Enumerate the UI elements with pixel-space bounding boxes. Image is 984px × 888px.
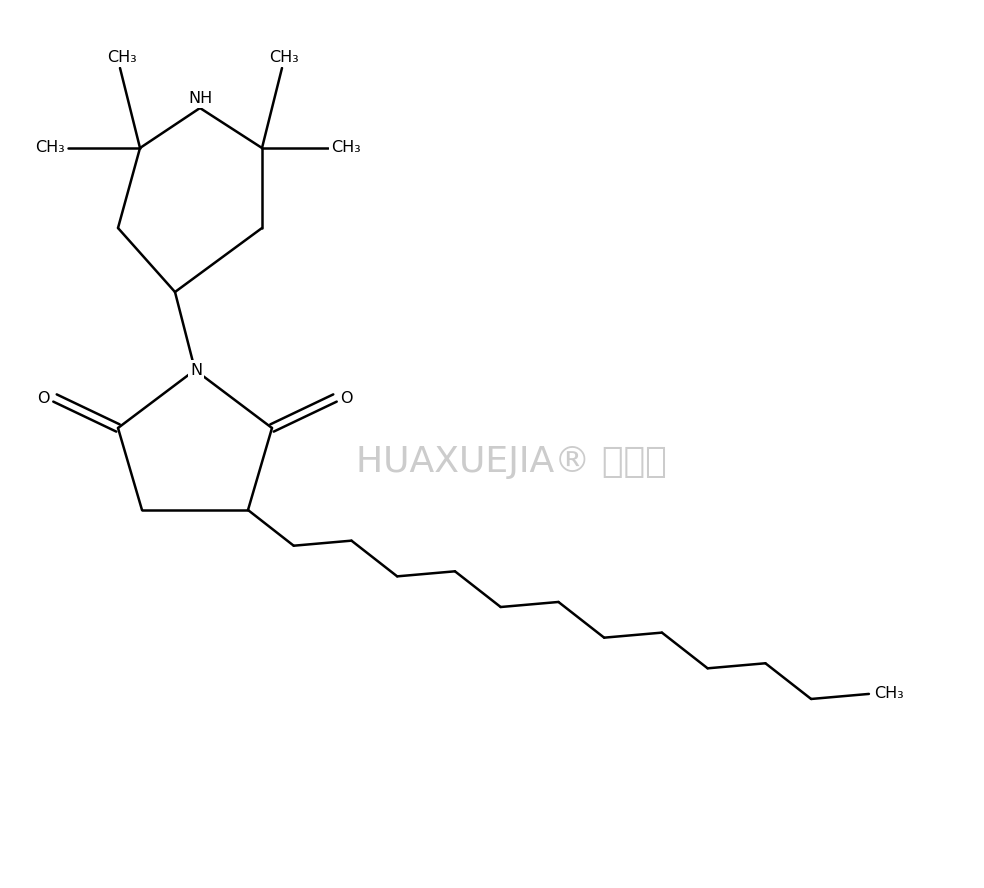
Text: CH₃: CH₃ <box>331 140 361 155</box>
Text: HUAXUEJIA® 化学加: HUAXUEJIA® 化学加 <box>356 445 667 479</box>
Text: O: O <box>340 391 352 406</box>
Text: O: O <box>37 391 50 406</box>
Text: CH₃: CH₃ <box>107 50 137 65</box>
Text: CH₃: CH₃ <box>874 686 903 702</box>
Text: CH₃: CH₃ <box>270 50 299 65</box>
Text: CH₃: CH₃ <box>35 140 65 155</box>
Text: NH: NH <box>189 91 214 106</box>
Text: N: N <box>190 362 202 377</box>
